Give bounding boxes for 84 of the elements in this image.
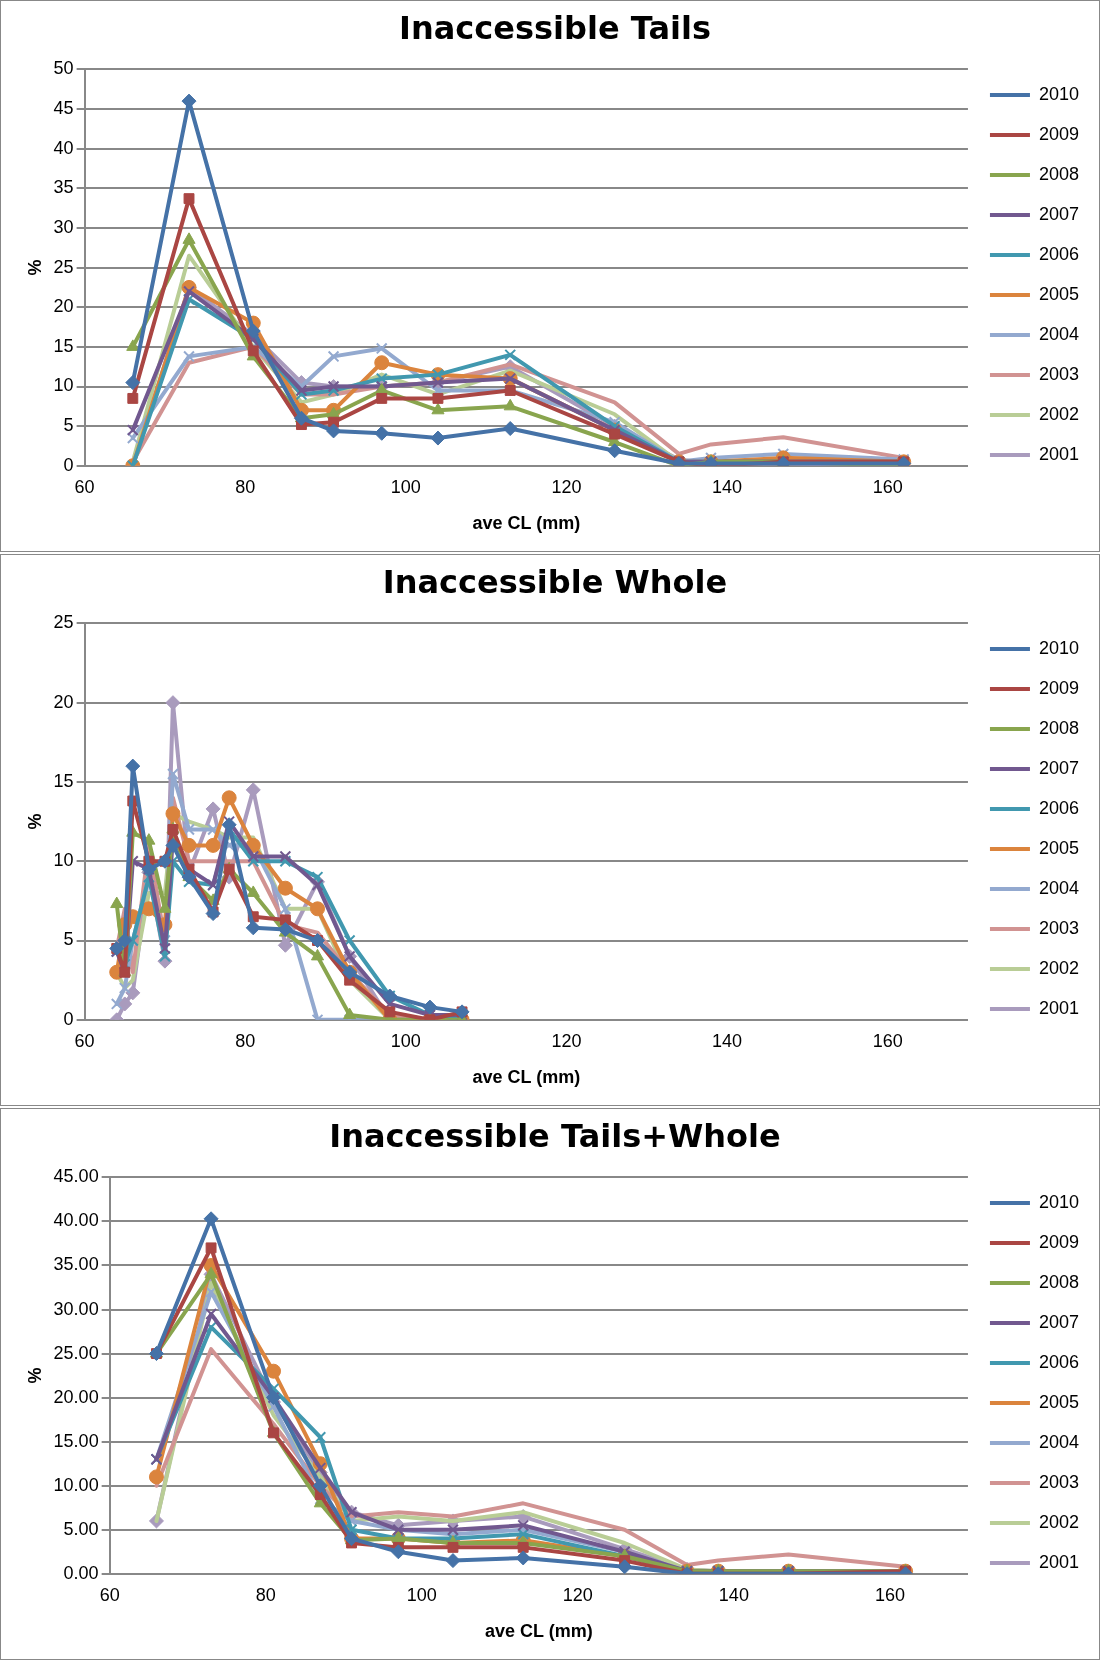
legend-label: 2004 bbox=[1038, 1431, 1079, 1452]
y-tick-label: 25 bbox=[53, 612, 74, 633]
legend-label: 2005 bbox=[1038, 837, 1079, 858]
x-axis-title: ave CL (mm) bbox=[484, 1621, 593, 1642]
legend-label: 2005 bbox=[1038, 283, 1079, 304]
y-tick-label: 20 bbox=[53, 691, 74, 712]
legend-label: 2006 bbox=[1038, 1351, 1079, 1372]
legend-label: 2002 bbox=[1038, 957, 1079, 978]
y-tick-label: 50 bbox=[53, 58, 74, 79]
y-tick-label: 45 bbox=[53, 98, 74, 119]
y-tick-label: 45.00 bbox=[53, 1166, 99, 1187]
x-tick-label: 160 bbox=[872, 476, 903, 497]
x-tick-label: 120 bbox=[551, 1030, 582, 1051]
legend-label: 2006 bbox=[1038, 243, 1079, 264]
legend-label: 2003 bbox=[1038, 1471, 1079, 1492]
x-tick-label: 80 bbox=[255, 1584, 276, 1605]
chart-title: Inaccessible Tails bbox=[399, 8, 711, 47]
y-tick-label: 40 bbox=[53, 137, 74, 158]
y-tick-label: 25.00 bbox=[53, 1342, 99, 1363]
y-tick-label: 20.00 bbox=[53, 1386, 99, 1407]
y-tick-label: 30.00 bbox=[53, 1298, 99, 1319]
legend-label: 2001 bbox=[1038, 1551, 1079, 1572]
legend-label: 2006 bbox=[1038, 797, 1079, 818]
legend-label: 2007 bbox=[1038, 757, 1079, 778]
legend-label: 2003 bbox=[1038, 363, 1079, 384]
y-tick-label: 0 bbox=[63, 454, 74, 475]
legend-label: 2001 bbox=[1038, 997, 1079, 1018]
y-tick-label: 0.00 bbox=[63, 1562, 99, 1583]
chart-title: Inaccessible Tails+Whole bbox=[329, 1116, 781, 1155]
y-tick-label: 5 bbox=[63, 929, 74, 950]
y-tick-label: 35.00 bbox=[53, 1254, 99, 1275]
legend-label: 2010 bbox=[1038, 83, 1079, 104]
legend-label: 2004 bbox=[1038, 323, 1079, 344]
x-tick-label: 60 bbox=[74, 476, 95, 497]
x-tick-label: 140 bbox=[718, 1584, 749, 1605]
legend-label: 2003 bbox=[1038, 917, 1079, 938]
x-tick-label: 60 bbox=[99, 1584, 120, 1605]
legend-label: 2007 bbox=[1038, 203, 1079, 224]
legend-label: 2008 bbox=[1038, 717, 1079, 738]
x-tick-label: 140 bbox=[712, 1030, 743, 1051]
x-axis-title: ave CL (mm) bbox=[472, 513, 581, 534]
y-tick-label: 10.00 bbox=[53, 1474, 99, 1495]
y-tick-label: 15 bbox=[53, 770, 74, 791]
y-tick-label: 30 bbox=[53, 216, 74, 237]
y-tick-label: 35 bbox=[53, 177, 74, 198]
y-tick-label: 40.00 bbox=[53, 1210, 99, 1231]
y-axis-title: % bbox=[24, 259, 45, 276]
y-tick-label: 20 bbox=[53, 296, 74, 317]
legend-label: 2002 bbox=[1038, 403, 1079, 424]
legend-label: 2005 bbox=[1038, 1391, 1079, 1412]
y-tick-label: 15 bbox=[53, 335, 74, 356]
x-tick-label: 100 bbox=[390, 1030, 421, 1051]
x-tick-label: 60 bbox=[74, 1030, 95, 1051]
legend-label: 2009 bbox=[1038, 677, 1079, 698]
y-tick-label: 10 bbox=[53, 375, 74, 396]
y-tick-label: 5.00 bbox=[63, 1518, 99, 1539]
x-tick-label: 140 bbox=[712, 476, 743, 497]
y-axis-title: % bbox=[24, 813, 45, 830]
legend-label: 2002 bbox=[1038, 1511, 1079, 1532]
legend-label: 2008 bbox=[1038, 1271, 1079, 1292]
y-tick-label: 15.00 bbox=[53, 1430, 99, 1451]
legend-label: 2010 bbox=[1038, 637, 1079, 658]
x-tick-label: 80 bbox=[235, 476, 256, 497]
y-tick-label: 10 bbox=[53, 850, 74, 871]
legend-label: 2010 bbox=[1038, 1191, 1079, 1212]
legend-label: 2009 bbox=[1038, 1231, 1079, 1252]
legend-label: 2008 bbox=[1038, 163, 1079, 184]
legend-label: 2009 bbox=[1038, 123, 1079, 144]
chart-title: Inaccessible Whole bbox=[382, 562, 728, 601]
legend-label: 2004 bbox=[1038, 877, 1079, 898]
x-tick-label: 80 bbox=[235, 1030, 256, 1051]
y-tick-label: 0 bbox=[63, 1008, 74, 1029]
x-tick-label: 120 bbox=[562, 1584, 593, 1605]
x-tick-label: 100 bbox=[390, 476, 421, 497]
y-axis-title: % bbox=[24, 1367, 45, 1384]
x-tick-label: 100 bbox=[406, 1584, 437, 1605]
legend-label: 2007 bbox=[1038, 1311, 1079, 1332]
legend-label: 2001 bbox=[1038, 443, 1079, 464]
x-tick-label: 160 bbox=[874, 1584, 905, 1605]
x-tick-label: 120 bbox=[551, 476, 582, 497]
y-tick-label: 5 bbox=[63, 415, 74, 436]
y-tick-label: 25 bbox=[53, 256, 74, 277]
x-tick-label: 160 bbox=[872, 1030, 903, 1051]
x-axis-title: ave CL (mm) bbox=[472, 1067, 581, 1088]
